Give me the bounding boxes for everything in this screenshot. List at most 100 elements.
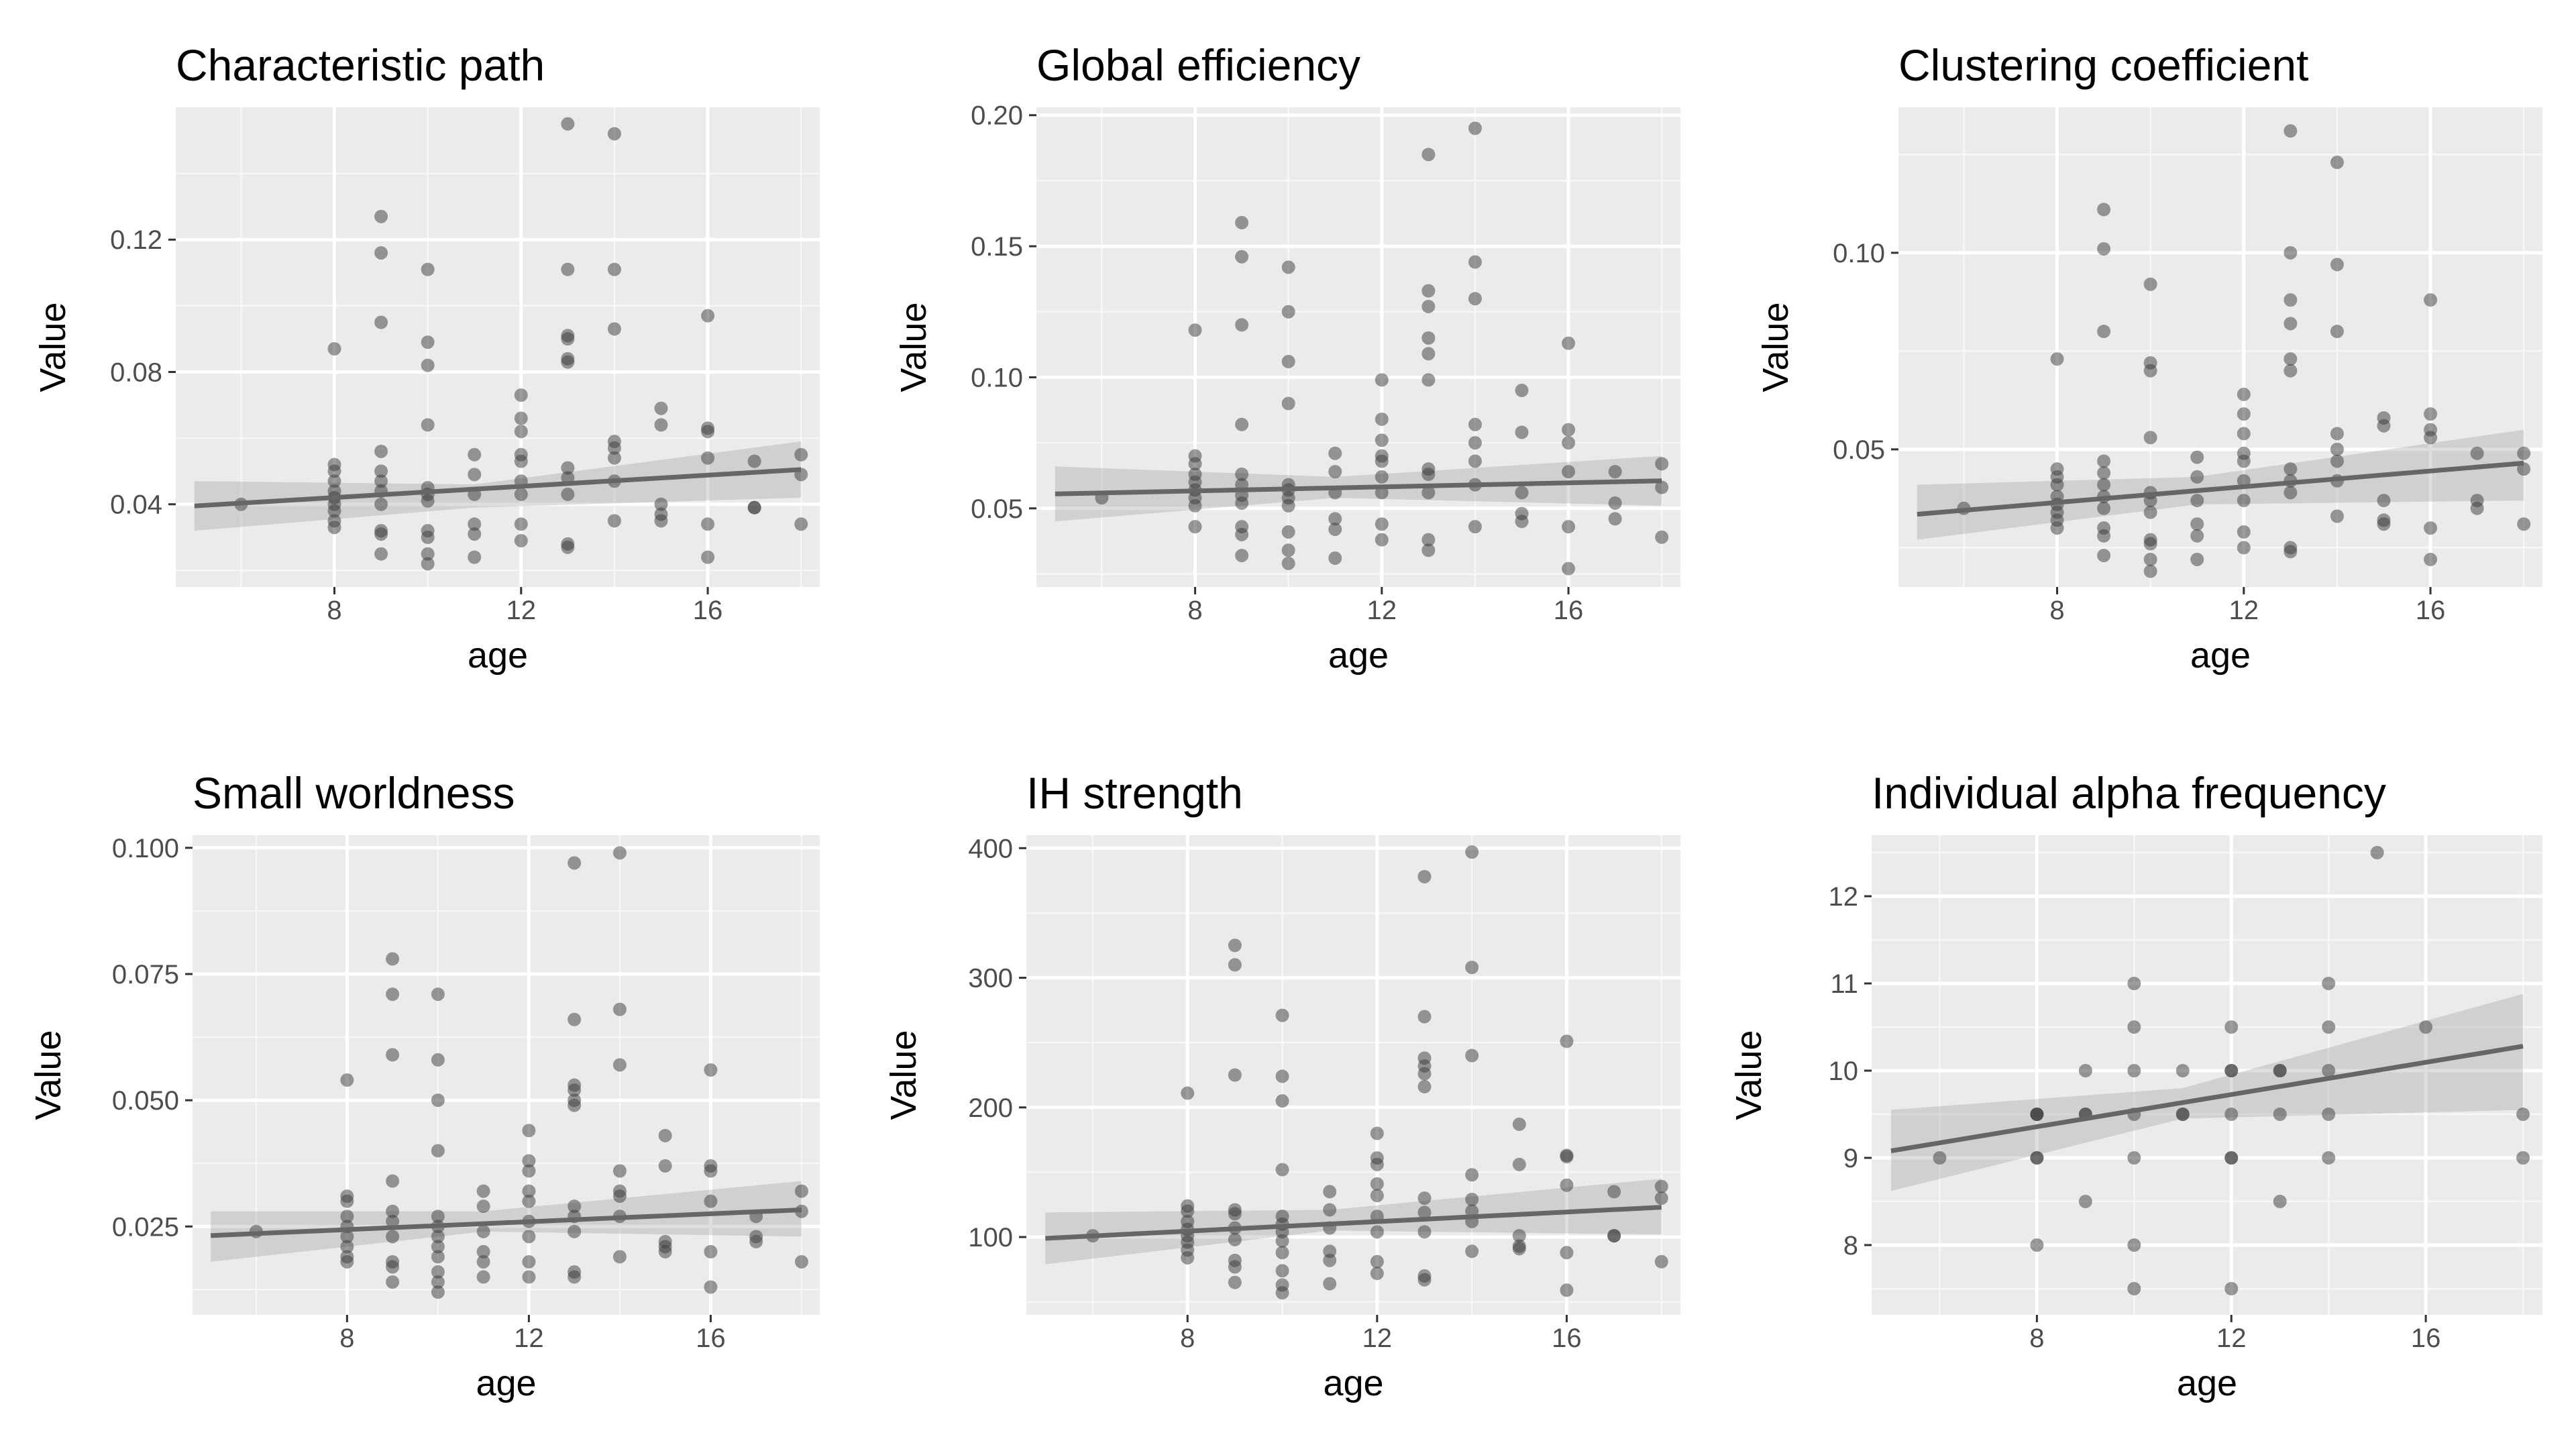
data-point	[2127, 1064, 2141, 1077]
x-tick-label: 12	[506, 596, 537, 625]
data-point	[1608, 465, 1622, 479]
data-point	[2330, 454, 2344, 468]
x-tick-label: 12	[1367, 596, 1397, 625]
data-point	[1370, 1267, 1384, 1281]
data-point	[2322, 1151, 2336, 1165]
data-point	[468, 550, 482, 564]
plot-background	[1036, 107, 1680, 587]
data-point	[1275, 1234, 1289, 1248]
data-point	[1281, 543, 1295, 557]
data-point	[1468, 417, 1482, 431]
data-point	[1465, 961, 1479, 975]
panel-title: Individual alpha frequency	[1872, 768, 2386, 818]
data-point	[701, 309, 715, 323]
y-tick-label: 0.075	[112, 960, 179, 989]
x-axis-label: age	[2190, 635, 2251, 676]
y-tick-label: 0.12	[110, 225, 162, 255]
data-point	[568, 856, 582, 870]
data-point	[514, 487, 528, 501]
data-point	[1235, 250, 1249, 264]
data-point	[2097, 203, 2111, 217]
data-point	[1562, 336, 1576, 350]
data-point	[431, 987, 445, 1002]
data-point	[658, 1128, 672, 1142]
data-point	[514, 425, 528, 439]
y-axis-label: Value	[1729, 1030, 1769, 1120]
y-tick-label: 0.100	[112, 834, 179, 863]
data-point	[1512, 1157, 1526, 1171]
data-point	[2330, 156, 2344, 170]
data-point	[2097, 325, 2111, 339]
data-point	[2190, 529, 2204, 543]
data-point	[1323, 1185, 1337, 1199]
data-point	[1421, 533, 1436, 547]
data-point	[704, 1280, 718, 1294]
x-axis-label: age	[468, 635, 528, 676]
data-point	[421, 262, 435, 276]
y-tick-label: 0.025	[112, 1212, 179, 1242]
data-point	[421, 531, 435, 545]
data-point	[2330, 427, 2344, 441]
data-point	[1228, 958, 1242, 972]
data-point	[701, 517, 715, 531]
data-point	[2030, 1238, 2044, 1252]
data-point	[2097, 466, 2111, 480]
data-point	[431, 1210, 445, 1224]
x-axis-label: age	[476, 1363, 536, 1403]
data-point	[386, 1260, 400, 1274]
x-tick-label: 8	[339, 1324, 354, 1353]
x-tick-label: 8	[2029, 1324, 2044, 1353]
data-point	[1188, 323, 1202, 337]
x-axis-label: age	[2177, 1363, 2237, 1403]
data-point	[1417, 1273, 1432, 1287]
data-point	[1375, 454, 1389, 468]
data-point	[1188, 498, 1202, 513]
data-point	[2377, 419, 2391, 433]
data-point	[374, 547, 388, 561]
data-point	[522, 1230, 536, 1244]
data-point	[2127, 977, 2141, 990]
data-point	[1375, 433, 1389, 447]
data-point	[1370, 1157, 1384, 1171]
data-point	[514, 533, 528, 547]
y-axis-label: Value	[894, 302, 934, 392]
data-point	[2143, 537, 2157, 551]
data-point	[1370, 1225, 1384, 1239]
x-tick-label: 8	[1187, 596, 1202, 625]
data-point	[2377, 494, 2391, 508]
data-point	[1323, 1203, 1337, 1217]
data-point	[1375, 533, 1389, 547]
data-point	[2284, 246, 2298, 260]
data-point	[1181, 1250, 1195, 1265]
data-point	[568, 1270, 582, 1284]
data-point	[1421, 299, 1436, 313]
data-point	[2330, 325, 2344, 339]
trend-line	[1917, 460, 2524, 517]
data-point	[2097, 241, 2111, 256]
data-point	[1417, 1079, 1432, 1093]
data-point	[1328, 446, 1342, 460]
data-point	[1608, 512, 1622, 526]
y-tick-label: 200	[968, 1093, 1013, 1123]
data-point	[2273, 1195, 2287, 1208]
data-point	[522, 1254, 536, 1269]
y-tick-label: 0.15	[971, 232, 1023, 262]
data-point	[2176, 1064, 2190, 1077]
data-point	[1655, 457, 1669, 471]
data-point	[1933, 1151, 1947, 1165]
data-point	[421, 418, 435, 432]
x-tick-label: 16	[693, 596, 723, 625]
data-point	[2517, 446, 2531, 460]
data-point	[1228, 1260, 1242, 1274]
data-point	[2370, 846, 2384, 859]
data-point	[1328, 512, 1342, 526]
data-point	[386, 987, 400, 1002]
data-point	[1421, 543, 1436, 557]
data-point	[1421, 467, 1436, 481]
data-point	[2322, 1020, 2336, 1034]
data-point	[658, 1244, 672, 1258]
data-point	[2330, 258, 2344, 272]
data-point	[2127, 1238, 2141, 1252]
y-tick-label: 11	[1830, 969, 1858, 999]
data-point	[2424, 431, 2438, 445]
